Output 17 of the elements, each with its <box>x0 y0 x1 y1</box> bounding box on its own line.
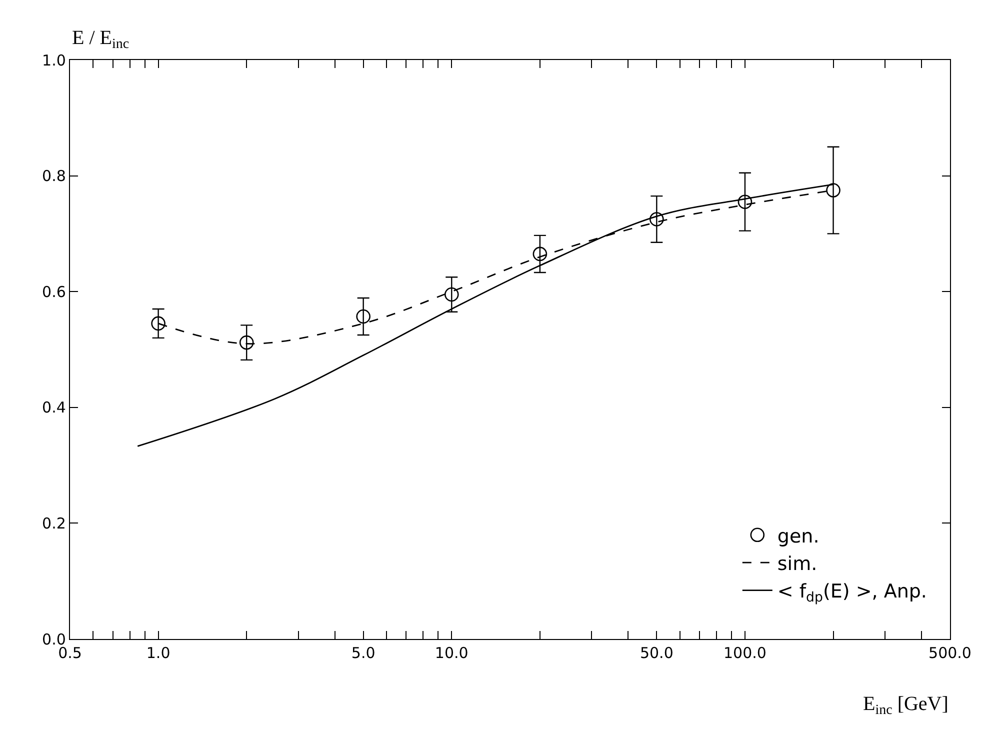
x-tick-label: 5.0 <box>351 644 376 662</box>
legend-label: < f$_{dp}$(E) >, Anp. <box>777 580 927 606</box>
x-tick-label: 50.0 <box>640 644 674 662</box>
x-tick-label: 100.0 <box>723 644 766 662</box>
y-tick-label: 1.0 <box>42 51 66 70</box>
x-tick-label: 1.0 <box>146 644 170 662</box>
x-tick-label: 10.0 <box>434 644 468 662</box>
legend-label: gen. <box>777 525 820 548</box>
y-tick-label: 0.4 <box>42 398 66 417</box>
y-axis-title: E / E$_{inc}$ <box>72 27 130 52</box>
y-tick-label: 0.6 <box>42 282 66 301</box>
x-tick-label: 500.0 <box>928 644 972 662</box>
y-tick-label: 0.2 <box>42 514 66 532</box>
x-tick-label: 0.5 <box>58 644 82 662</box>
legend-label: sim. <box>777 553 818 576</box>
x-axis-title: E$_{inc}$ [GeV] <box>863 693 948 718</box>
y-tick-label: 0.8 <box>42 167 66 186</box>
